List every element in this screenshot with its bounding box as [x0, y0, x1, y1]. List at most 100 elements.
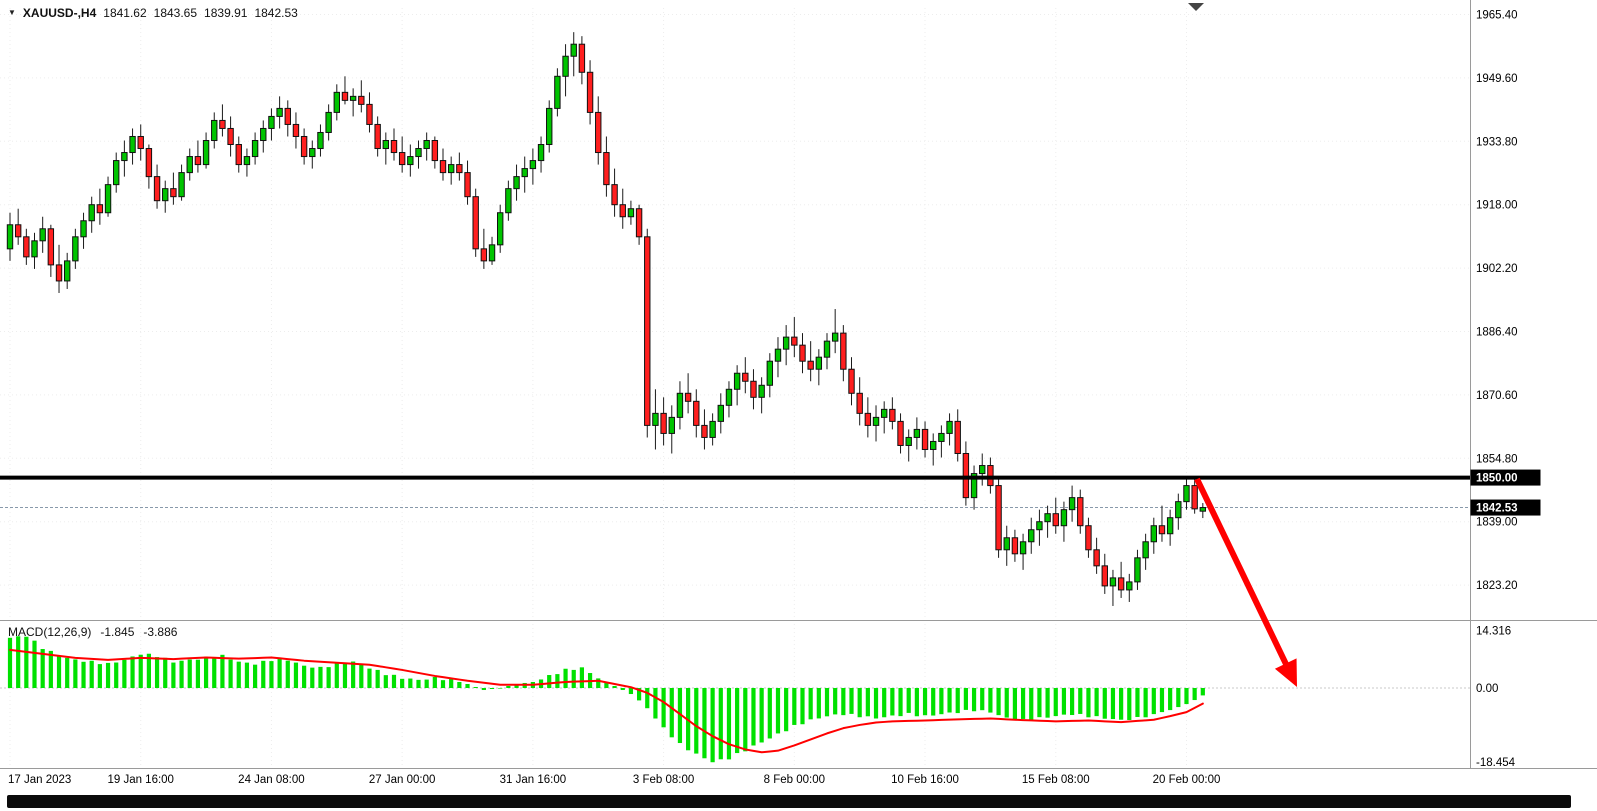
candle-body: [619, 204, 626, 218]
macd-histogram-bar: [604, 681, 609, 688]
macd-histogram-bar: [653, 688, 658, 719]
candle-body: [235, 144, 242, 166]
price-axis-label: 1949.60: [1476, 73, 1518, 85]
candle-body: [1093, 549, 1100, 567]
macd-histogram-bar: [261, 660, 266, 688]
macd-histogram-bar: [236, 661, 241, 688]
candle-body: [946, 420, 953, 434]
candle-body: [186, 156, 193, 174]
macd-histogram-bar: [1184, 688, 1189, 705]
candle-body: [63, 260, 71, 282]
candle-body: [121, 152, 128, 162]
trend-arrow[interactable]: [1194, 477, 1297, 687]
trend-arrow-head[interactable]: [1274, 658, 1297, 687]
macd-histogram-bar: [833, 688, 838, 715]
candle-body: [178, 172, 185, 198]
macd-axis-label: -18.454: [1476, 757, 1516, 769]
macd-histogram-bar: [32, 640, 37, 688]
candle-body: [145, 148, 153, 178]
macd-histogram-bar: [391, 674, 397, 688]
macd-histogram-bar: [1168, 688, 1173, 711]
bottom-scrollbar[interactable]: [7, 795, 1571, 808]
candle-body: [970, 473, 978, 499]
macd-histogram-bar: [122, 659, 127, 688]
macd-histogram-bar: [1094, 688, 1099, 717]
macd-histogram-bar: [677, 688, 683, 744]
bid-price-badge-text: 1842.53: [1476, 503, 1518, 515]
macd-histogram-bar: [996, 688, 1001, 716]
candle-body: [872, 416, 880, 426]
macd-histogram-bar: [1143, 688, 1148, 718]
candle-body: [447, 164, 455, 174]
macd-histogram-bar: [130, 656, 135, 688]
macd-histogram-bar: [669, 688, 674, 738]
macd-histogram-bar: [922, 688, 928, 716]
macd-panel[interactable]: [0, 636, 1470, 763]
macd-histogram-bar: [1045, 688, 1050, 718]
time-axis[interactable]: 17 Jan 2023 19 Jan 16:00 24 Jan 08:00 27 Ja…: [8, 774, 1220, 786]
macd-histogram-bar: [1159, 688, 1165, 713]
macd-histogram-bar: [743, 688, 748, 752]
macd-histogram-bar: [351, 661, 356, 688]
macd-histogram-bar: [808, 688, 813, 720]
time-axis-label: 31 Jan 16:00: [500, 774, 567, 786]
macd-histogram-bar: [56, 656, 62, 688]
candle-body: [938, 432, 945, 442]
candle-body: [488, 244, 496, 262]
macd-histogram-bar: [1020, 688, 1026, 719]
macd-histogram-bar: [914, 688, 919, 717]
macd-histogram-bar: [514, 683, 519, 688]
macd-histogram-bar: [906, 688, 911, 713]
macd-histogram-bar: [849, 688, 854, 714]
macd-histogram-bar: [228, 659, 233, 688]
macd-histogram-bar: [702, 688, 707, 759]
chart-symbol-header: ▼ XAUUSD-,H4 1841.62 1843.65 1839.91 184…: [8, 6, 298, 20]
macd-histogram-bar: [1200, 688, 1205, 696]
macd-histogram-bar: [285, 660, 290, 688]
macd-histogram-bar: [1192, 688, 1197, 701]
price-axis-label: 1965.40: [1476, 10, 1518, 22]
candle-body: [366, 103, 373, 125]
candle-body: [864, 412, 872, 426]
candle-body: [930, 440, 937, 450]
macd-histogram-bar: [302, 665, 307, 688]
macd-histogram-bar: [16, 636, 21, 688]
macd-histogram-bar: [620, 688, 625, 691]
macd-histogram-bar: [1119, 688, 1124, 720]
candle-body: [325, 111, 332, 133]
price-axis[interactable]: 1965.40 1949.60 1933.80 1918.00 1902.20 1886.…: [1476, 10, 1518, 593]
candle-body: [80, 220, 87, 238]
chart-shift-marker[interactable]: [1188, 3, 1204, 11]
candle-body: [1175, 501, 1182, 519]
macd-histogram-bar: [767, 688, 772, 739]
candle-body: [1060, 509, 1068, 527]
macd-histogram-bar: [792, 688, 797, 725]
macd-histogram-bar: [342, 663, 348, 688]
macd-histogram-bar: [735, 688, 740, 754]
macd-histogram-bar: [171, 662, 176, 688]
trend-arrow-shaft[interactable]: [1194, 477, 1291, 670]
candle-body: [676, 392, 684, 418]
main-chart-panel[interactable]: [0, 32, 1470, 606]
macd-histogram-bar: [400, 678, 405, 688]
candle-body: [848, 368, 855, 394]
macd-axis[interactable]: 14.316 0.00 -18.454: [1476, 626, 1516, 770]
candle-body: [701, 424, 708, 438]
macd-histogram-bar: [293, 662, 299, 688]
macd-value: -1.845: [100, 625, 135, 639]
macd-histogram-bar: [931, 688, 936, 716]
macd-histogram-bar: [253, 664, 258, 688]
macd-histogram-bar: [97, 664, 102, 688]
macd-histogram-bar: [489, 688, 495, 690]
candle-body: [6, 224, 14, 250]
candle-body: [1117, 577, 1125, 591]
candle-body: [889, 408, 896, 422]
candle-body: [104, 184, 112, 214]
candle-body: [72, 236, 79, 262]
candle-body: [562, 55, 569, 77]
macd-histogram-bar: [220, 654, 225, 688]
candle-body: [47, 228, 55, 266]
hline-price-badge-bg: [1470, 469, 1541, 486]
candle-body: [611, 184, 618, 206]
